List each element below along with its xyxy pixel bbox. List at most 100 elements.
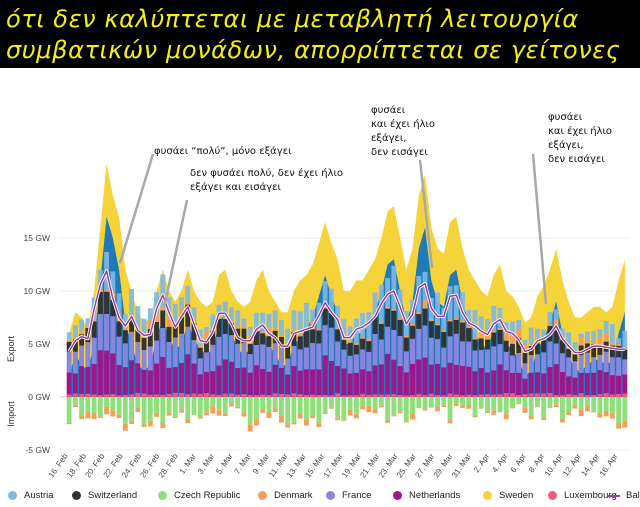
bar-denmark [528,415,534,420]
bar-denmark [204,331,209,340]
bar-denmark [578,337,584,346]
bar-netherlands [204,371,209,393]
bar-czech [147,397,153,421]
bar-switzerland [104,291,110,315]
bar-luxembourg [260,394,266,397]
bar-france [378,339,384,365]
bar-netherlands [553,364,559,396]
legend-label: Denmark [274,490,313,501]
bar-luxembourg [235,394,241,397]
legend-item-switzerland[interactable]: Switzerland [72,490,137,501]
bar-denmark [491,330,497,333]
bar-france [553,343,559,365]
bar-denmark [235,406,241,409]
bar-denmark [278,334,284,337]
bar-luxembourg [528,393,534,397]
bar-france [179,333,184,363]
legend-item-sweden[interactable]: Sweden [483,490,533,501]
bar-austria [503,322,509,333]
bar-france [310,343,316,370]
bar-switzerland [385,308,391,327]
bar-switzerland [135,329,141,342]
bar-netherlands [222,359,228,394]
bar-austria [385,277,391,307]
bar-france [260,344,266,369]
legend-item-luxembourg[interactable]: Luxembourg [548,490,617,501]
bar-czech [66,397,72,423]
bar-czech [172,397,178,418]
bar-austria [154,292,159,314]
bar-france [303,347,309,370]
bar-denmark [185,302,191,305]
bar-luxembourg [278,393,284,397]
bar-netherlands [179,362,184,393]
bar-luxembourg [141,393,147,397]
bar-netherlands [197,374,203,394]
legend-item-netherlands[interactable]: Netherlands [393,490,460,501]
bar-switzerland [522,352,528,364]
legend-label: France [342,490,372,501]
bar-luxembourg [516,395,522,397]
bar-switzerland [428,321,434,338]
bar-austria [278,320,284,335]
legend-item-denmark[interactable]: Denmark [258,490,313,501]
bar-netherlands [316,369,322,395]
bar-france [491,346,497,371]
bar-france [535,354,540,373]
bar-denmark [603,333,609,342]
bar-austria [366,312,372,340]
bar-denmark [322,306,328,309]
bar-france [397,335,403,367]
legend-item-france[interactable]: France [326,490,372,501]
bar-czech [254,397,259,419]
bar-luxembourg [566,394,572,397]
bar-czech [410,397,416,414]
bar-luxembourg [435,394,440,397]
legend-item-czech[interactable]: Czech Republic [158,490,241,501]
bar-denmark [204,412,209,416]
bar-czech [241,397,247,413]
bar-austria [303,302,309,328]
bar-france [403,351,409,373]
bar-denmark [79,415,85,420]
bar-luxembourg [297,394,303,397]
bar-luxembourg [360,393,366,397]
bar-czech [210,397,216,407]
bar-netherlands [241,367,247,395]
bar-switzerland [260,333,266,345]
bar-denmark [260,331,266,334]
bar-luxembourg [616,393,622,397]
bar-denmark [510,335,515,344]
bar-france [616,357,622,376]
bar-denmark [609,343,615,346]
bar-netherlands [441,367,447,396]
bar-czech [547,397,553,408]
bar-luxembourg [322,394,328,397]
legend-item-balance[interactable]: Balance [608,490,640,501]
bar-denmark [378,405,384,408]
bar-switzerland [328,313,334,328]
bar-switzerland [91,321,97,338]
bar-denmark [135,407,141,412]
bar-netherlands [447,362,453,394]
bar-france [147,346,153,371]
legend-swatch [548,491,557,500]
bar-czech [291,397,297,423]
bar-france [229,335,234,362]
bar-czech [584,397,590,406]
bar-austria [322,280,328,307]
bar-netherlands [291,366,297,394]
legend-label: Balance [626,490,640,501]
bar-denmark [441,405,447,407]
bar-denmark [597,337,603,347]
bar-czech [378,397,384,406]
bar-denmark [335,327,341,330]
bar-austria [135,306,141,328]
bar-netherlands [378,364,384,395]
bar-austria [297,311,303,335]
bar-czech [353,397,359,415]
bar-czech [416,397,422,409]
bar-denmark [466,325,472,329]
bar-austria [572,342,578,353]
legend-item-austria[interactable]: Austria [8,490,54,501]
